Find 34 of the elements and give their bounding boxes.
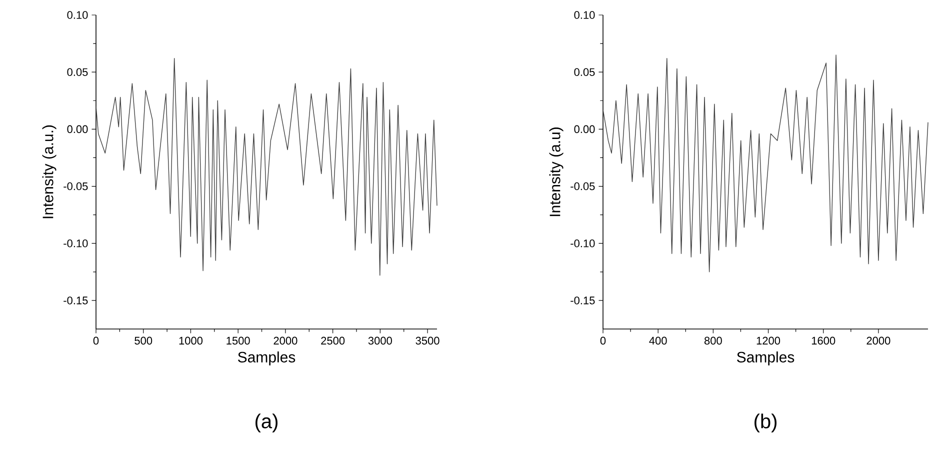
text: (a): [256, 414, 278, 432]
y-tick-label: 0.00: [67, 125, 88, 134]
y-tick-label: 0.05: [67, 68, 88, 76]
y-axis-title: Intensity (a.u): [549, 128, 564, 216]
y-tick-label: 0.10: [574, 11, 595, 19]
y-tick-label: 0.10: [67, 11, 88, 19]
y-tick-label: -0.10: [64, 239, 88, 248]
text: (b): [754, 414, 776, 432]
line-series: [96, 58, 438, 276]
x-tick-label: 1000: [179, 336, 203, 345]
x-tick-label: 0: [600, 336, 606, 345]
x-tick-label: 500: [134, 336, 152, 345]
x-axis-title: Samples: [737, 351, 794, 366]
y-tick-label: -0.05: [570, 182, 595, 190]
y-tick-label: -0.05: [64, 182, 88, 190]
x-tick-label: 400: [649, 336, 667, 345]
x-tick-label: 2000: [866, 336, 890, 345]
y-tick-label: -0.10: [570, 239, 595, 248]
y-tick-label: 0.00: [574, 125, 595, 134]
x-axis-title: Samples: [238, 351, 296, 366]
y-tick-label: 0.05: [574, 68, 595, 76]
x-tick-label: 1500: [226, 336, 250, 345]
x-tick-label: 3000: [368, 336, 392, 345]
x-tick-label: 0: [93, 336, 99, 345]
x-tick-label: 3500: [416, 336, 440, 345]
x-tick-label: 2500: [321, 336, 345, 345]
x-tick-label: 1200: [756, 336, 780, 345]
x-tick-label: 800: [704, 336, 722, 345]
y-axis-title: Intensity (a.u.): [42, 125, 56, 218]
y-tick-label: -0.15: [64, 296, 88, 304]
y-tick-label: -0.15: [570, 296, 595, 304]
line-series: [602, 54, 928, 272]
x-tick-label: 1600: [812, 336, 836, 345]
x-tick-label: 2000: [274, 336, 298, 345]
